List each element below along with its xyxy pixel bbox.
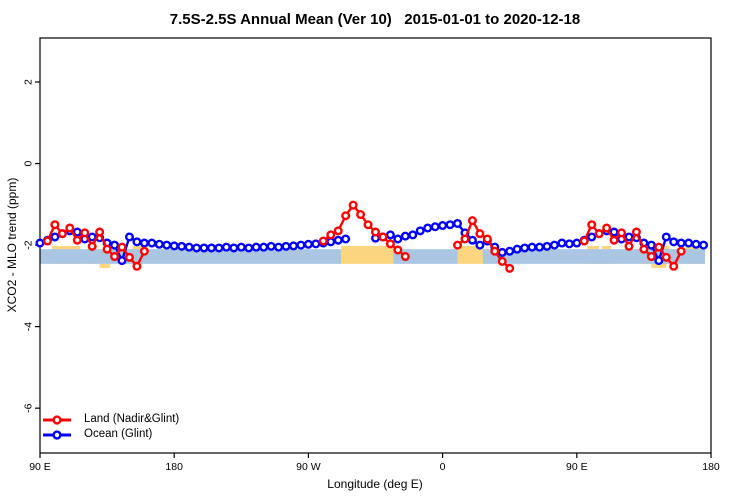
x-tick-label: 180 (165, 461, 183, 473)
x-tick-label: 0 (440, 461, 446, 473)
x-tick-label: 180 (702, 461, 720, 473)
chart-title: 7.5S-2.5S Annual Mean (Ver 10) 2015-01-0… (169, 11, 581, 28)
x-tick-label: 90 W (296, 461, 321, 473)
y-tick-label: -4 (23, 322, 35, 331)
x-axis-label: Longitude (deg E) (327, 477, 423, 491)
legend-item-land: Land (Nadir&Glint) (41, 412, 179, 427)
y-axis-label: XCO2 - MLO trend (ppm) (5, 177, 19, 313)
legend-label-land: Land (Nadir&Glint) (84, 413, 180, 425)
land-series-symbol-icon (43, 414, 71, 425)
x-tick-label: 90 E (29, 461, 51, 473)
y-tick-label: 2 (23, 79, 35, 85)
y-tick-label: 0 (23, 160, 35, 166)
y-tick-label: -2 (23, 240, 35, 249)
chart-legend: Land (Nadir&Glint) Ocean (Glint) (41, 412, 179, 442)
ocean-series (35, 218, 709, 266)
ocean-series-symbol-icon (43, 429, 71, 440)
y-tick-label: -6 (23, 403, 35, 412)
x-tick-label: 90 E (566, 461, 588, 473)
legend-label-ocean: Ocean (Glint) (84, 428, 153, 440)
land-series (42, 200, 686, 273)
legend-item-ocean: Ocean (Glint) (41, 427, 179, 442)
